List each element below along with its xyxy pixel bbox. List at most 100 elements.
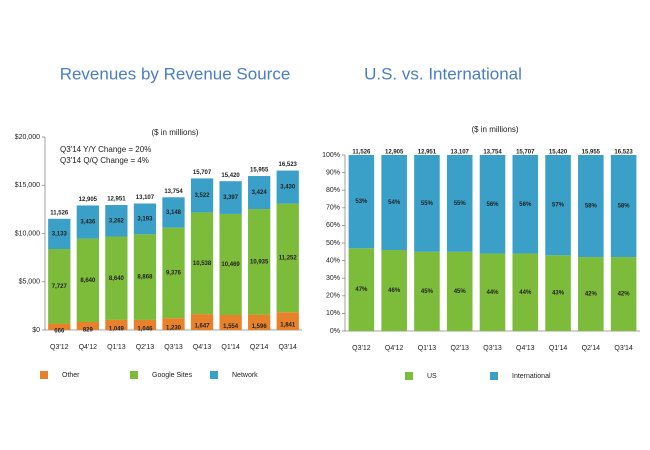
total-label: 15,707	[516, 150, 535, 156]
total-label: 15,707	[193, 170, 212, 176]
y-tick-label: 0%	[330, 328, 340, 335]
data-label: 1,841	[280, 323, 296, 329]
bar-segment	[610, 257, 637, 331]
data-label: 11,252	[279, 256, 298, 262]
data-label: 8,868	[137, 275, 153, 281]
bar-segment	[414, 251, 440, 331]
data-label: 3,193	[137, 217, 153, 223]
data-label: 42%	[585, 292, 598, 298]
data-label: 53%	[355, 199, 368, 205]
x-tick-label: Q4'13	[193, 344, 212, 351]
data-label: 10,538	[193, 261, 212, 267]
x-tick-label: Q1'14	[221, 344, 240, 351]
data-label: 1,046	[137, 327, 153, 333]
bar-segment	[512, 155, 539, 254]
x-tick-label: Q1'13	[418, 345, 437, 352]
data-label: 1,596	[252, 324, 268, 330]
data-label: 58%	[585, 204, 598, 210]
x-tick-label: Q3'13	[164, 344, 183, 351]
y-tick-label: 50%	[326, 240, 340, 247]
bar-segment	[446, 155, 473, 252]
total-label: 12,951	[418, 150, 437, 156]
data-label: 44%	[486, 290, 499, 296]
y-tick-label: 30%	[326, 275, 340, 282]
data-label: 1,049	[109, 327, 125, 333]
x-tick-label: Q3'14	[614, 345, 633, 352]
bar-segment	[105, 205, 128, 237]
total-label: 16,523	[614, 150, 633, 156]
x-tick-label: Q4'12	[385, 345, 404, 352]
bar-segment	[578, 257, 604, 331]
total-label: 12,905	[385, 150, 404, 156]
legend-label: US	[427, 373, 437, 380]
bar-segment	[76, 322, 99, 330]
bar-segment	[414, 155, 440, 252]
total-label: 11,526	[352, 150, 371, 156]
data-label: 7,727	[52, 284, 68, 290]
bar-segment	[48, 218, 71, 250]
data-label: 3,522	[195, 193, 211, 199]
bar-segment	[190, 314, 214, 330]
bar-segment	[479, 155, 506, 254]
y-tick-label: 20%	[326, 293, 340, 300]
x-tick-label: Q3'12	[352, 345, 371, 352]
bar-segment	[219, 315, 242, 330]
y-tick-label: 90%	[326, 169, 340, 176]
bar-segment	[381, 250, 407, 331]
bar-segment	[248, 314, 271, 330]
data-label: 10,935	[250, 259, 269, 265]
chart-title: Revenues by Revenue Source	[60, 64, 291, 83]
y-tick-label: 80%	[326, 187, 340, 194]
bar-segment	[133, 203, 157, 235]
bar-segment	[276, 203, 299, 313]
legend-label: International	[512, 373, 551, 380]
bar-segment	[219, 181, 242, 214]
data-label: 1,554	[223, 324, 239, 330]
annotation: ($ in millions)	[471, 125, 518, 134]
annotation: ($ in millions)	[151, 128, 198, 137]
data-label: 8,640	[109, 276, 125, 282]
data-label: 8,640	[80, 278, 96, 284]
data-label: 54%	[388, 200, 401, 206]
total-label: 13,754	[164, 189, 183, 195]
data-label: 3,133	[52, 231, 68, 237]
y-tick-label: 60%	[326, 222, 340, 229]
data-label: 10,469	[221, 262, 240, 268]
bar-segment	[105, 236, 128, 320]
data-label: 3,148	[166, 210, 182, 216]
bar-segment	[348, 248, 375, 331]
y-tick-label: $20,000	[15, 134, 40, 141]
y-tick-label: 40%	[326, 257, 340, 264]
bar-segment	[348, 155, 375, 249]
legend-swatch	[405, 372, 413, 380]
total-label: 13,107	[136, 195, 155, 201]
x-tick-label: Q4'13	[516, 345, 535, 352]
x-tick-label: Q3'13	[483, 345, 502, 352]
bar-segment	[76, 238, 99, 323]
data-label: 1,647	[195, 324, 211, 330]
bar-segment	[162, 318, 185, 330]
data-label: 42%	[618, 292, 631, 298]
x-tick-label: Q2'13	[450, 345, 469, 352]
total-label: 11,526	[50, 210, 69, 216]
data-label: 57%	[552, 203, 565, 209]
x-tick-label: Q2'14	[250, 344, 269, 351]
data-label: 3,424	[252, 190, 268, 196]
data-label: 3,436	[80, 220, 96, 226]
data-label: 58%	[618, 204, 631, 210]
bar-segment	[479, 253, 506, 331]
data-label: 56%	[486, 202, 499, 208]
data-label: 1,230	[166, 326, 182, 332]
bar-segment	[545, 155, 571, 256]
annotation: Q3'14 Q/Q Change = 4%	[60, 156, 149, 165]
bar-segment	[76, 205, 99, 239]
bar-segment	[133, 234, 157, 320]
total-label: 15,420	[549, 150, 568, 156]
bar-segment	[610, 155, 637, 258]
bar-segment	[105, 319, 128, 330]
legend-swatch	[130, 371, 138, 379]
bar-segment	[133, 319, 157, 330]
total-label: 15,420	[221, 173, 240, 179]
legend-swatch	[210, 371, 218, 379]
data-label: 43%	[552, 291, 565, 297]
